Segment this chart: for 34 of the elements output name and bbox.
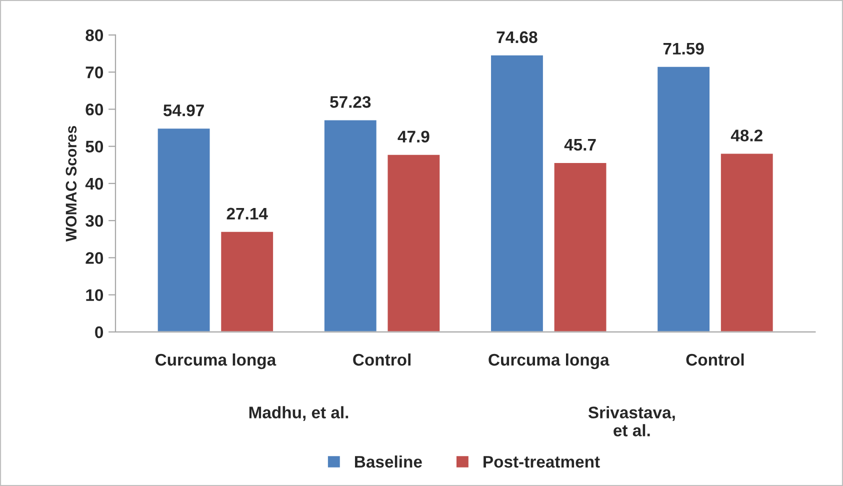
y-tick-label: 0 (95, 326, 104, 338)
bar (656, 66, 711, 332)
bar (220, 230, 274, 332)
y-tick-label: 30 (86, 214, 104, 227)
data-label: 54.97 (163, 104, 204, 116)
x-tick-label: Control (686, 353, 744, 366)
data-label: 27.14 (226, 208, 268, 220)
data-label: 48.2 (730, 130, 762, 142)
data-label: 71.59 (663, 42, 704, 55)
data-label: 45.7 (564, 139, 596, 151)
y-tick-label: 20 (86, 252, 104, 264)
y-tick-label: 70 (86, 66, 104, 78)
bar (156, 127, 212, 332)
y-tick-label: 60 (86, 104, 104, 116)
bar (490, 54, 544, 332)
bar (720, 152, 774, 332)
y-tick-label: 40 (85, 178, 104, 190)
y-tick-label: 80 (86, 29, 104, 42)
x-tick-label: Control (353, 353, 410, 366)
bar (386, 153, 442, 332)
x-tick-label: Curcuma longa (155, 353, 276, 370)
legend-label: Baseline (355, 455, 422, 468)
y-tick-label: 10 (86, 289, 104, 302)
y-axis-title: WOMAC Scores (66, 126, 77, 242)
y-tick-label: 50 (86, 140, 104, 153)
data-label: 57.23 (330, 96, 371, 108)
legend-label: Post-treatment (484, 456, 600, 468)
bar (323, 118, 378, 332)
bar (552, 162, 608, 332)
text: Madhu, et al. (249, 406, 348, 421)
data-label: 74.68 (496, 31, 538, 44)
text: Srivastava, et al. (588, 406, 675, 436)
x-tick-label: Curcuma longa (488, 353, 610, 370)
data-label: 47.9 (398, 130, 430, 143)
